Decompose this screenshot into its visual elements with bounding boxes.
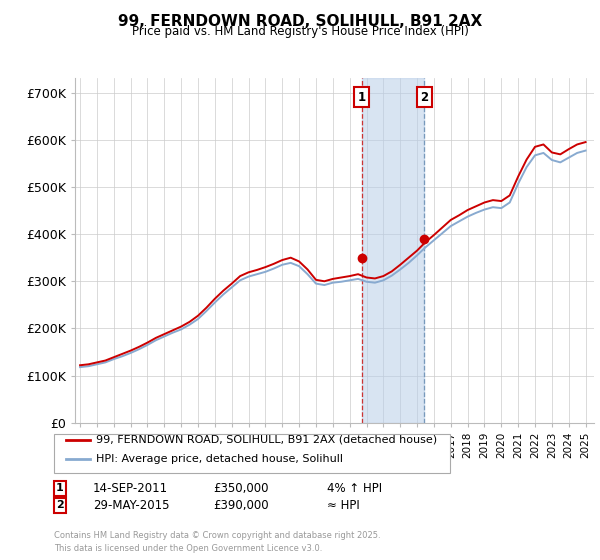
Text: 1: 1 — [56, 483, 64, 493]
Bar — [362, 78, 424, 423]
Text: Price paid vs. HM Land Registry's House Price Index (HPI): Price paid vs. HM Land Registry's House … — [131, 25, 469, 39]
Text: 99, FERNDOWN ROAD, SOLIHULL, B91 2AX (detached house): 99, FERNDOWN ROAD, SOLIHULL, B91 2AX (de… — [96, 435, 437, 445]
Text: 99, FERNDOWN ROAD, SOLIHULL, B91 2AX: 99, FERNDOWN ROAD, SOLIHULL, B91 2AX — [118, 14, 482, 29]
Text: 14-SEP-2011: 14-SEP-2011 — [93, 482, 168, 495]
Text: ≈ HPI: ≈ HPI — [327, 498, 360, 512]
Text: 1: 1 — [358, 91, 365, 104]
Text: HPI: Average price, detached house, Solihull: HPI: Average price, detached house, Soli… — [96, 454, 343, 464]
Text: £390,000: £390,000 — [213, 498, 269, 512]
Text: 2: 2 — [420, 91, 428, 104]
Text: 29-MAY-2015: 29-MAY-2015 — [93, 498, 170, 512]
Text: £350,000: £350,000 — [213, 482, 269, 495]
Text: Contains HM Land Registry data © Crown copyright and database right 2025.
This d: Contains HM Land Registry data © Crown c… — [54, 531, 380, 553]
Text: 2: 2 — [56, 500, 64, 510]
Text: 4% ↑ HPI: 4% ↑ HPI — [327, 482, 382, 495]
